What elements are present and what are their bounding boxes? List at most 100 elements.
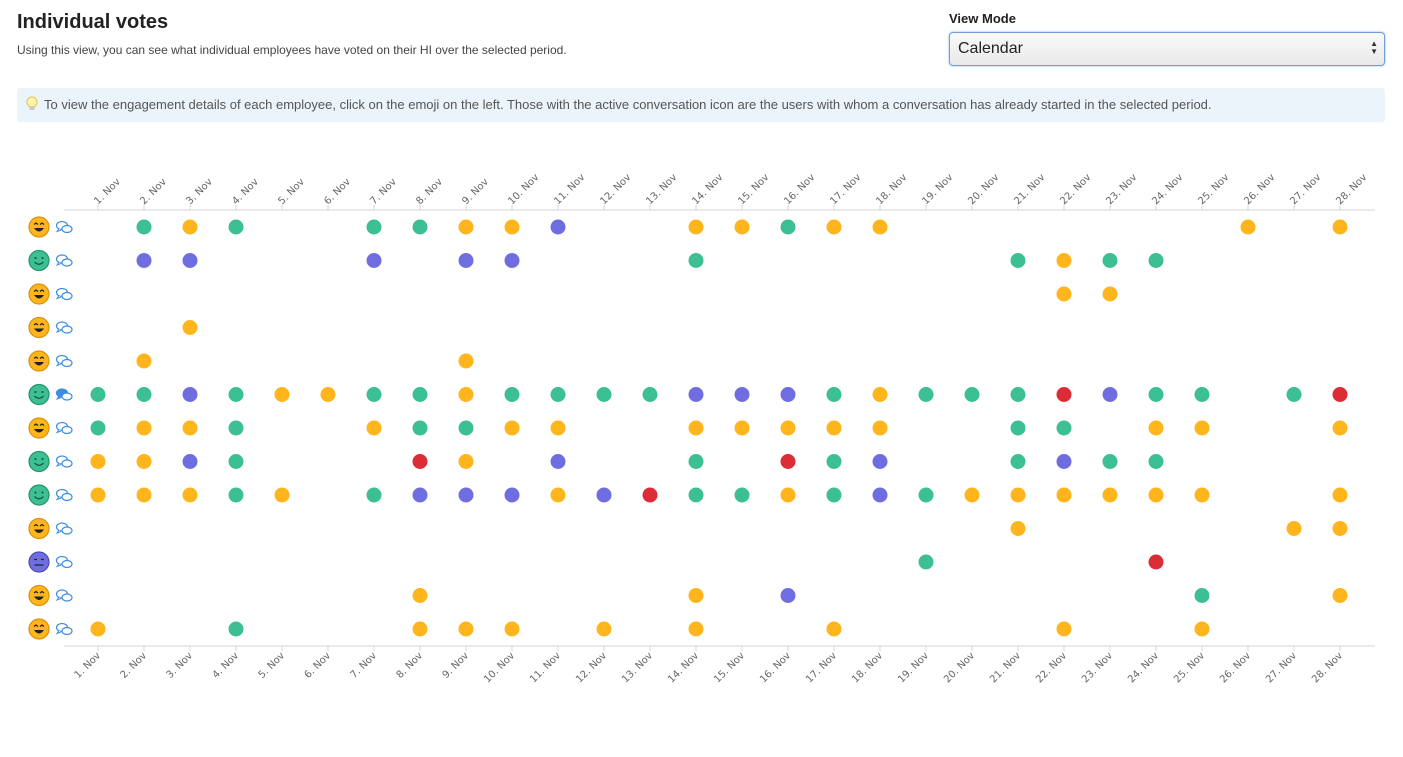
vote-dot[interactable] — [550, 420, 566, 436]
vote-dot[interactable] — [1010, 387, 1026, 402]
vote-dot[interactable] — [182, 487, 198, 503]
vote-dot[interactable] — [550, 387, 566, 402]
vote-dot[interactable] — [412, 219, 428, 235]
vote-dot[interactable] — [918, 387, 934, 402]
vote-dot[interactable] — [1240, 219, 1256, 235]
vote-dot[interactable] — [1332, 487, 1348, 503]
vote-dot[interactable] — [688, 588, 704, 603]
vote-dot[interactable] — [228, 219, 244, 235]
vote-dot[interactable] — [964, 487, 980, 503]
vote-dot[interactable] — [274, 487, 290, 503]
vote-dot[interactable] — [504, 219, 520, 235]
vote-dot[interactable] — [1056, 454, 1072, 469]
vote-dot[interactable] — [412, 454, 428, 469]
vote-dot[interactable] — [1148, 487, 1164, 503]
vote-dot[interactable] — [136, 487, 152, 503]
conversation-icon[interactable] — [55, 488, 73, 502]
smiling-emoji-icon[interactable] — [28, 484, 50, 506]
vote-dot[interactable] — [780, 219, 796, 235]
vote-dot[interactable] — [642, 387, 658, 402]
vote-dot[interactable] — [688, 420, 704, 436]
vote-dot[interactable] — [780, 454, 796, 469]
vote-dot[interactable] — [550, 487, 566, 503]
vote-dot[interactable] — [872, 454, 888, 469]
vote-dot[interactable] — [412, 621, 428, 637]
vote-dot[interactable] — [734, 387, 750, 402]
vote-dot[interactable] — [136, 420, 152, 436]
vote-dot[interactable] — [964, 387, 980, 402]
vote-dot[interactable] — [688, 621, 704, 637]
vote-dot[interactable] — [780, 588, 796, 603]
vote-dot[interactable] — [228, 621, 244, 637]
vote-dot[interactable] — [1194, 420, 1210, 436]
vote-dot[interactable] — [1332, 588, 1348, 603]
conversation-icon[interactable] — [55, 455, 73, 468]
laughing-emoji-icon[interactable] — [28, 517, 50, 540]
conversation-icon[interactable] — [55, 522, 73, 535]
vote-dot[interactable] — [826, 420, 842, 436]
vote-dot[interactable] — [412, 387, 428, 402]
vote-dot[interactable] — [412, 420, 428, 436]
vote-dot[interactable] — [1194, 588, 1210, 603]
vote-dot[interactable] — [182, 253, 198, 268]
vote-dot[interactable] — [1102, 253, 1118, 268]
vote-dot[interactable] — [872, 387, 888, 402]
vote-dot[interactable] — [90, 454, 106, 469]
smiling-emoji-icon[interactable] — [28, 249, 50, 272]
vote-dot[interactable] — [504, 487, 520, 503]
vote-dot[interactable] — [366, 420, 382, 436]
vote-dot[interactable] — [1102, 286, 1118, 302]
vote-dot[interactable] — [182, 320, 198, 335]
vote-dot[interactable] — [136, 387, 152, 402]
vote-dot[interactable] — [504, 253, 520, 268]
conversation-icon[interactable] — [55, 589, 73, 602]
vote-dot[interactable] — [366, 487, 382, 503]
vote-dot[interactable] — [1010, 487, 1026, 503]
vote-dot[interactable] — [1056, 387, 1072, 402]
vote-dot[interactable] — [1148, 253, 1164, 268]
conversation-icon[interactable] — [55, 287, 73, 301]
vote-dot[interactable] — [826, 219, 842, 235]
vote-dot[interactable] — [458, 420, 474, 436]
vote-dot[interactable] — [458, 487, 474, 503]
vote-dot[interactable] — [228, 454, 244, 469]
vote-dot[interactable] — [412, 588, 428, 603]
vote-dot[interactable] — [1056, 286, 1072, 302]
smiling-emoji-icon[interactable] — [28, 383, 50, 406]
vote-dot[interactable] — [826, 487, 842, 503]
laughing-emoji-icon[interactable] — [28, 618, 50, 640]
vote-dot[interactable] — [1102, 454, 1118, 469]
vote-dot[interactable] — [1056, 420, 1072, 436]
vote-dot[interactable] — [228, 420, 244, 436]
vote-dot[interactable] — [1010, 253, 1026, 268]
vote-dot[interactable] — [1194, 387, 1210, 402]
vote-dot[interactable] — [1010, 454, 1026, 469]
vote-dot[interactable] — [688, 487, 704, 503]
conversation-icon[interactable] — [55, 254, 73, 267]
vote-dot[interactable] — [1148, 554, 1164, 570]
vote-dot[interactable] — [366, 219, 382, 235]
vote-dot[interactable] — [780, 387, 796, 402]
vote-dot[interactable] — [320, 387, 336, 402]
vote-dot[interactable] — [1102, 487, 1118, 503]
vote-dot[interactable] — [182, 387, 198, 402]
vote-dot[interactable] — [918, 554, 934, 570]
laughing-emoji-icon[interactable] — [28, 417, 50, 439]
vote-dot[interactable] — [90, 387, 106, 402]
vote-dot[interactable] — [1010, 521, 1026, 536]
vote-dot[interactable] — [1332, 387, 1348, 402]
vote-dot[interactable] — [780, 487, 796, 503]
vote-dot[interactable] — [366, 387, 382, 402]
vote-dot[interactable] — [90, 420, 106, 436]
smiling-emoji-icon[interactable] — [28, 450, 50, 473]
vote-dot[interactable] — [550, 454, 566, 469]
vote-dot[interactable] — [1056, 621, 1072, 637]
conversation-active-icon[interactable] — [55, 388, 73, 401]
vote-dot[interactable] — [90, 621, 106, 637]
vote-dot[interactable] — [1286, 387, 1302, 402]
vote-dot[interactable] — [228, 487, 244, 503]
vote-dot[interactable] — [734, 487, 750, 503]
vote-dot[interactable] — [1148, 387, 1164, 402]
laughing-emoji-icon[interactable] — [28, 350, 50, 372]
conversation-icon[interactable] — [55, 622, 73, 636]
